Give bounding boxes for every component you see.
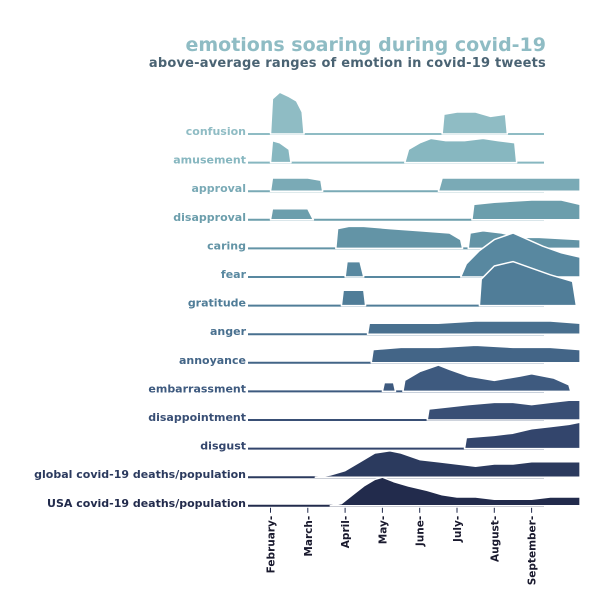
area-gratitude-1 (478, 260, 578, 307)
row-label-embarrassment: embarrassment (148, 382, 246, 395)
area-confusion-1 (441, 111, 509, 135)
x-tick-label-july: July- (452, 516, 464, 543)
row-label-global-covid-19-deaths-population: global covid-19 deaths/population (34, 468, 246, 481)
area-annoyance-0 (370, 344, 581, 364)
x-tick-label-february: February- (266, 516, 278, 574)
area-global-covid-19-deaths-population-0 (314, 450, 581, 478)
row-label-amusement: amusement (173, 154, 246, 167)
row-label-annoyance: annoyance (179, 354, 246, 367)
row-label-fear: fear (221, 268, 247, 281)
area-gratitude-0 (340, 289, 367, 307)
area-fear-0 (344, 260, 365, 278)
row-label-caring: caring (207, 239, 246, 252)
area-amusement-1 (404, 137, 518, 164)
row-label-disappointment: disappointment (148, 411, 246, 424)
area-confusion-0 (269, 91, 305, 135)
row-label-disgust: disgust (200, 440, 246, 453)
x-tick-label-june: June- (415, 516, 427, 547)
row-label-usa-covid-19-deaths-population: USA covid-19 deaths/population (47, 497, 246, 510)
area-approval-0 (269, 177, 324, 192)
row-label-anger: anger (210, 325, 247, 338)
row-label-approval: approval (191, 182, 246, 195)
row-label-confusion: confusion (186, 125, 246, 138)
area-disgust-0 (463, 421, 581, 450)
area-usa-covid-19-deaths-population-0 (329, 476, 581, 507)
x-tick-label-august: August- (489, 516, 501, 562)
x-tick-label-september: September- (527, 516, 539, 585)
x-tick-label-may: May- (377, 516, 389, 544)
area-disapproval-1 (471, 199, 581, 221)
area-embarrassment-0 (381, 381, 397, 393)
area-anger-0 (366, 320, 581, 335)
row-label-gratitude: gratitude (188, 297, 246, 310)
row-label-disapproval: disapproval (173, 211, 246, 224)
area-caring-0 (335, 225, 464, 250)
area-disappointment-0 (426, 399, 581, 421)
area-approval-1 (437, 177, 581, 192)
chart-title: emotions soaring during covid-19 (185, 34, 546, 56)
chart-subtitle: above-average ranges of emotion in covid… (148, 56, 546, 71)
area-disapproval-0 (269, 208, 315, 221)
area-amusement-0 (269, 139, 292, 164)
x-tick-label-march: March- (303, 516, 315, 557)
x-tick-label-april: April- (340, 516, 352, 548)
area-embarrassment-1 (402, 364, 572, 393)
area-fear-1 (459, 232, 581, 278)
